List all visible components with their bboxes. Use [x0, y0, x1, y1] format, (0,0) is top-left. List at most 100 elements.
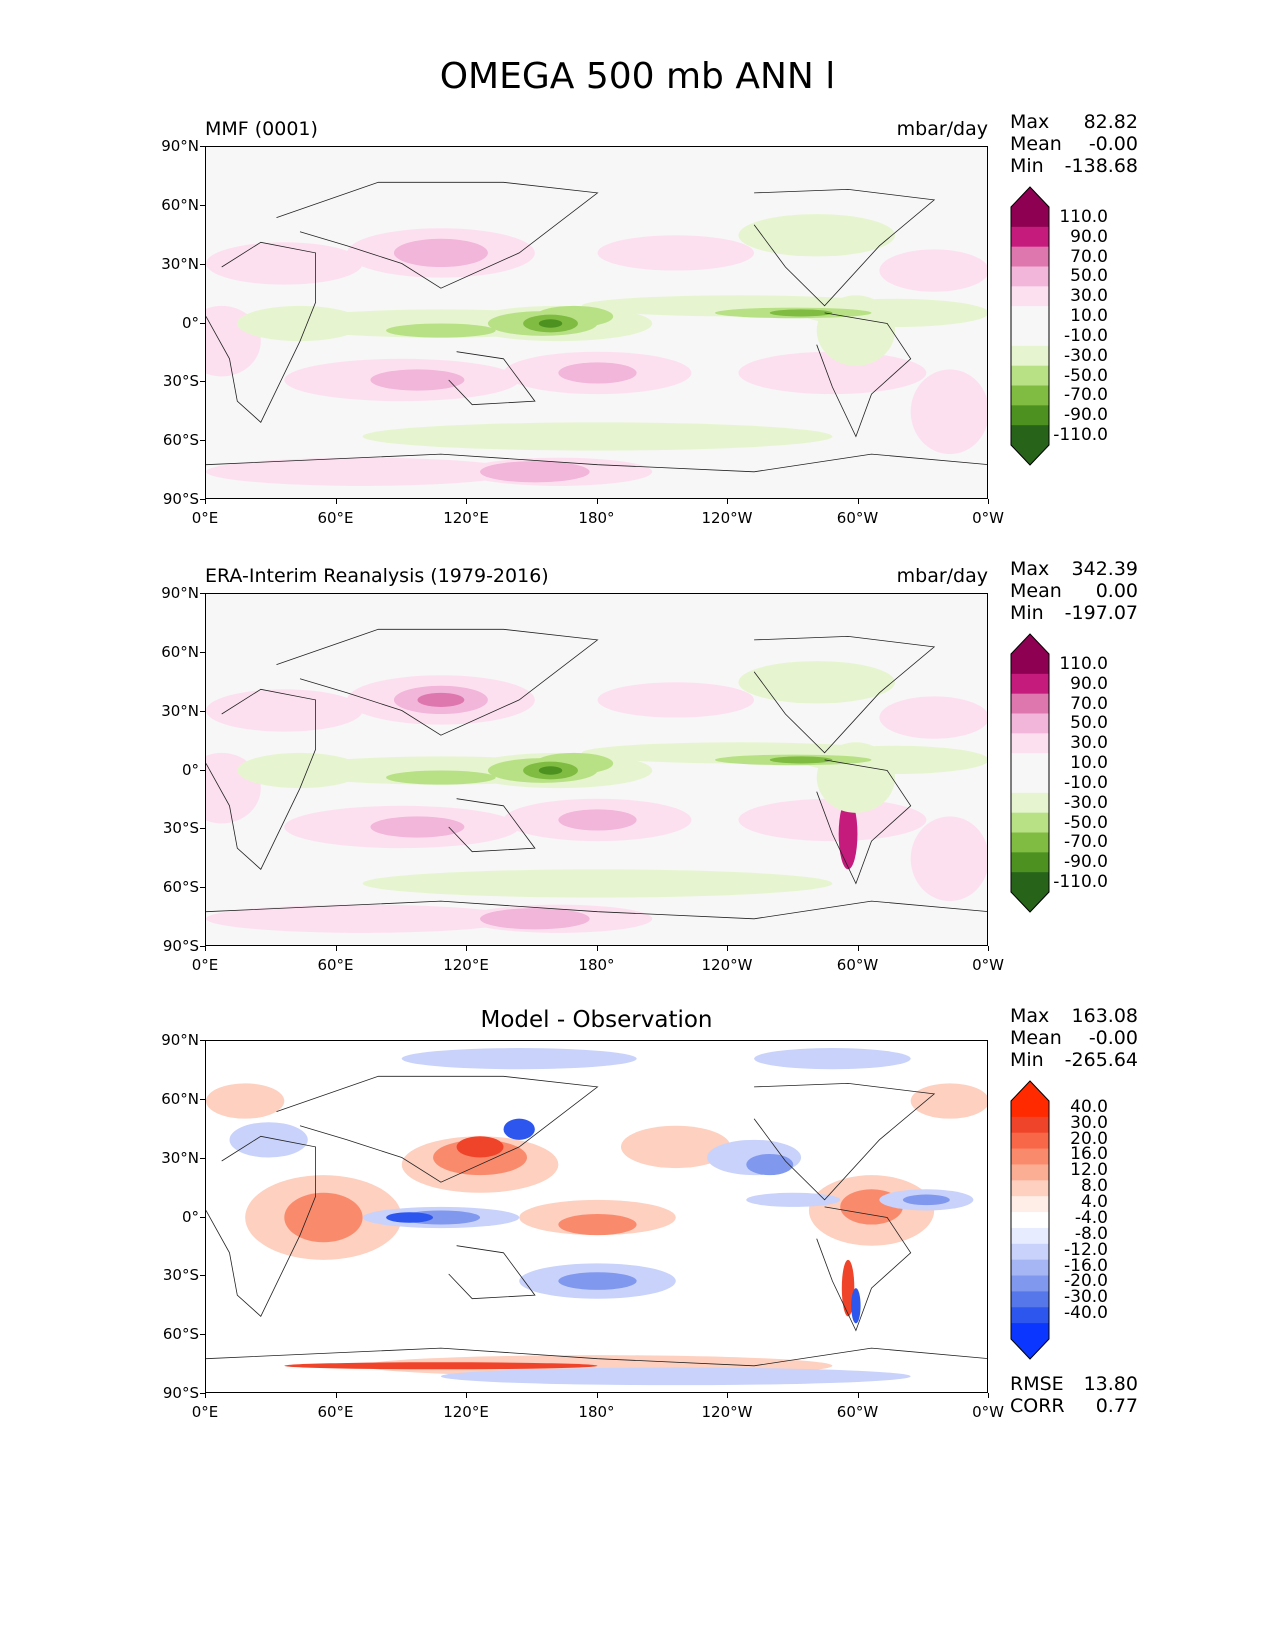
panel-title: ERA-Interim Reanalysis (1979-2016)	[205, 565, 549, 587]
coastline	[816, 1206, 912, 1332]
field-blob	[910, 1083, 987, 1119]
y-tick-mark	[200, 828, 205, 830]
field-blob	[910, 816, 987, 902]
field-blob	[401, 1048, 637, 1070]
x-tick-label: 120°E	[443, 956, 489, 974]
stat-label: Mean	[1010, 133, 1062, 155]
colorbar-segment	[1011, 1180, 1049, 1197]
panel-units: mbar/day	[896, 118, 988, 140]
colorbar-segment	[1011, 246, 1049, 267]
y-tick-label: 90°S	[162, 490, 199, 508]
colorbar	[1010, 633, 1050, 913]
colorbar	[1010, 1080, 1050, 1360]
stat-label: Max	[1010, 1005, 1050, 1027]
stat-row: Max 163.08	[1010, 1005, 1138, 1027]
colorbar-tick-label: 90.0	[1070, 226, 1108, 247]
stat-row: Mean -0.00	[1010, 1027, 1138, 1049]
colorbar-segment	[1011, 226, 1049, 248]
colorbar-outline	[1010, 186, 1050, 466]
field-blob	[456, 1136, 504, 1158]
colorbar-segment	[1011, 872, 1049, 893]
colorbar-segment	[1011, 405, 1049, 426]
field-blob	[538, 766, 563, 775]
stat-value: 0.77	[1095, 1395, 1138, 1417]
stats-box: Max 82.82 Mean -0.00 Min -138.68	[1010, 111, 1138, 177]
colorbar	[1010, 186, 1050, 466]
y-tick-label: 90°N	[161, 584, 199, 602]
colorbar-segment	[1011, 1243, 1049, 1261]
stat-row: Max 342.39	[1010, 558, 1138, 580]
field-blob	[841, 1259, 855, 1317]
stat-row: Min -197.07	[1010, 602, 1138, 624]
field-blob	[746, 1192, 841, 1207]
colorbar-segment	[1011, 425, 1049, 446]
x-tick-mark	[857, 1393, 859, 1398]
colorbar-segment	[1011, 1148, 1049, 1165]
field-blob	[816, 295, 896, 366]
stats-box: Max 342.39 Mean 0.00 Min -197.07	[1010, 558, 1138, 624]
colorbar-segment	[1011, 1275, 1049, 1292]
colorbar-extend-top	[1011, 634, 1049, 654]
panel-title: Model - Observation	[480, 1007, 713, 1033]
field-blob	[754, 1048, 911, 1070]
stat-label: RMSE	[1010, 1373, 1064, 1395]
field-blob	[370, 816, 465, 838]
x-tick-mark	[727, 946, 728, 951]
y-tick-mark	[200, 887, 205, 889]
y-tick-mark	[200, 381, 205, 383]
x-tick-label: 120°W	[701, 956, 753, 974]
colorbar-tick-label: 12.0	[1070, 1160, 1108, 1181]
field-blob	[816, 742, 896, 813]
x-tick-mark	[466, 946, 467, 951]
field-blob	[206, 904, 520, 933]
field-blob	[738, 351, 927, 395]
x-tick-mark	[727, 499, 728, 504]
colorbar-segment	[1011, 792, 1049, 814]
coastline	[753, 635, 936, 754]
map-field	[206, 1041, 987, 1392]
y-tick-label: 60°N	[161, 1089, 199, 1108]
y-tick-mark	[200, 440, 205, 442]
colorbar-extend-bottom	[1011, 445, 1049, 465]
colorbar-segment	[1011, 345, 1049, 367]
coastline	[206, 453, 987, 473]
map-plot	[205, 146, 988, 499]
coastline	[206, 1347, 987, 1367]
field-blob	[597, 235, 755, 271]
y-tick-label: 90°S	[162, 1384, 199, 1402]
field-blob	[746, 1153, 794, 1176]
y-tick-label: 90°S	[162, 937, 199, 955]
colorbar-segment	[1011, 654, 1049, 675]
x-tick-label: 120°W	[701, 509, 753, 527]
y-tick-mark	[200, 1334, 205, 1336]
y-tick-mark	[200, 651, 205, 653]
y-tick-label: 30°S	[162, 1266, 199, 1285]
y-tick-label: 30°S	[162, 372, 199, 391]
field-blob	[284, 1192, 363, 1243]
field-blob	[558, 809, 637, 831]
field-blob	[503, 1118, 535, 1140]
field-blob	[386, 323, 496, 338]
field-blob	[206, 457, 520, 486]
y-tick-mark	[200, 499, 205, 500]
colorbar-segment	[1011, 326, 1049, 347]
stat-row: CORR 0.77	[1010, 1395, 1138, 1417]
y-tick-label: 60°N	[161, 642, 199, 661]
y-tick-label: 30°N	[161, 1148, 199, 1167]
colorbar-tick-label: -10.0	[1064, 772, 1108, 793]
colorbar-extend-bottom	[1011, 892, 1049, 912]
x-tick-mark	[727, 1393, 728, 1398]
coastline	[816, 759, 912, 885]
colorbar-outline	[1010, 1080, 1050, 1360]
y-tick-mark	[200, 1393, 205, 1394]
field-blob	[237, 305, 363, 342]
x-tick-label: 0°W	[972, 1403, 1004, 1421]
colorbar-tick-label: -70.0	[1064, 385, 1108, 406]
colorbar-tick-label: 30.0	[1070, 1112, 1108, 1133]
colorbar-tick-label: -110.0	[1053, 425, 1108, 445]
x-tick-mark	[988, 946, 989, 951]
figure-title: OMEGA 500 mb ANN l	[439, 56, 836, 97]
field-blob	[879, 696, 987, 739]
field-blob	[440, 1367, 911, 1386]
colorbar-segment	[1011, 812, 1049, 833]
